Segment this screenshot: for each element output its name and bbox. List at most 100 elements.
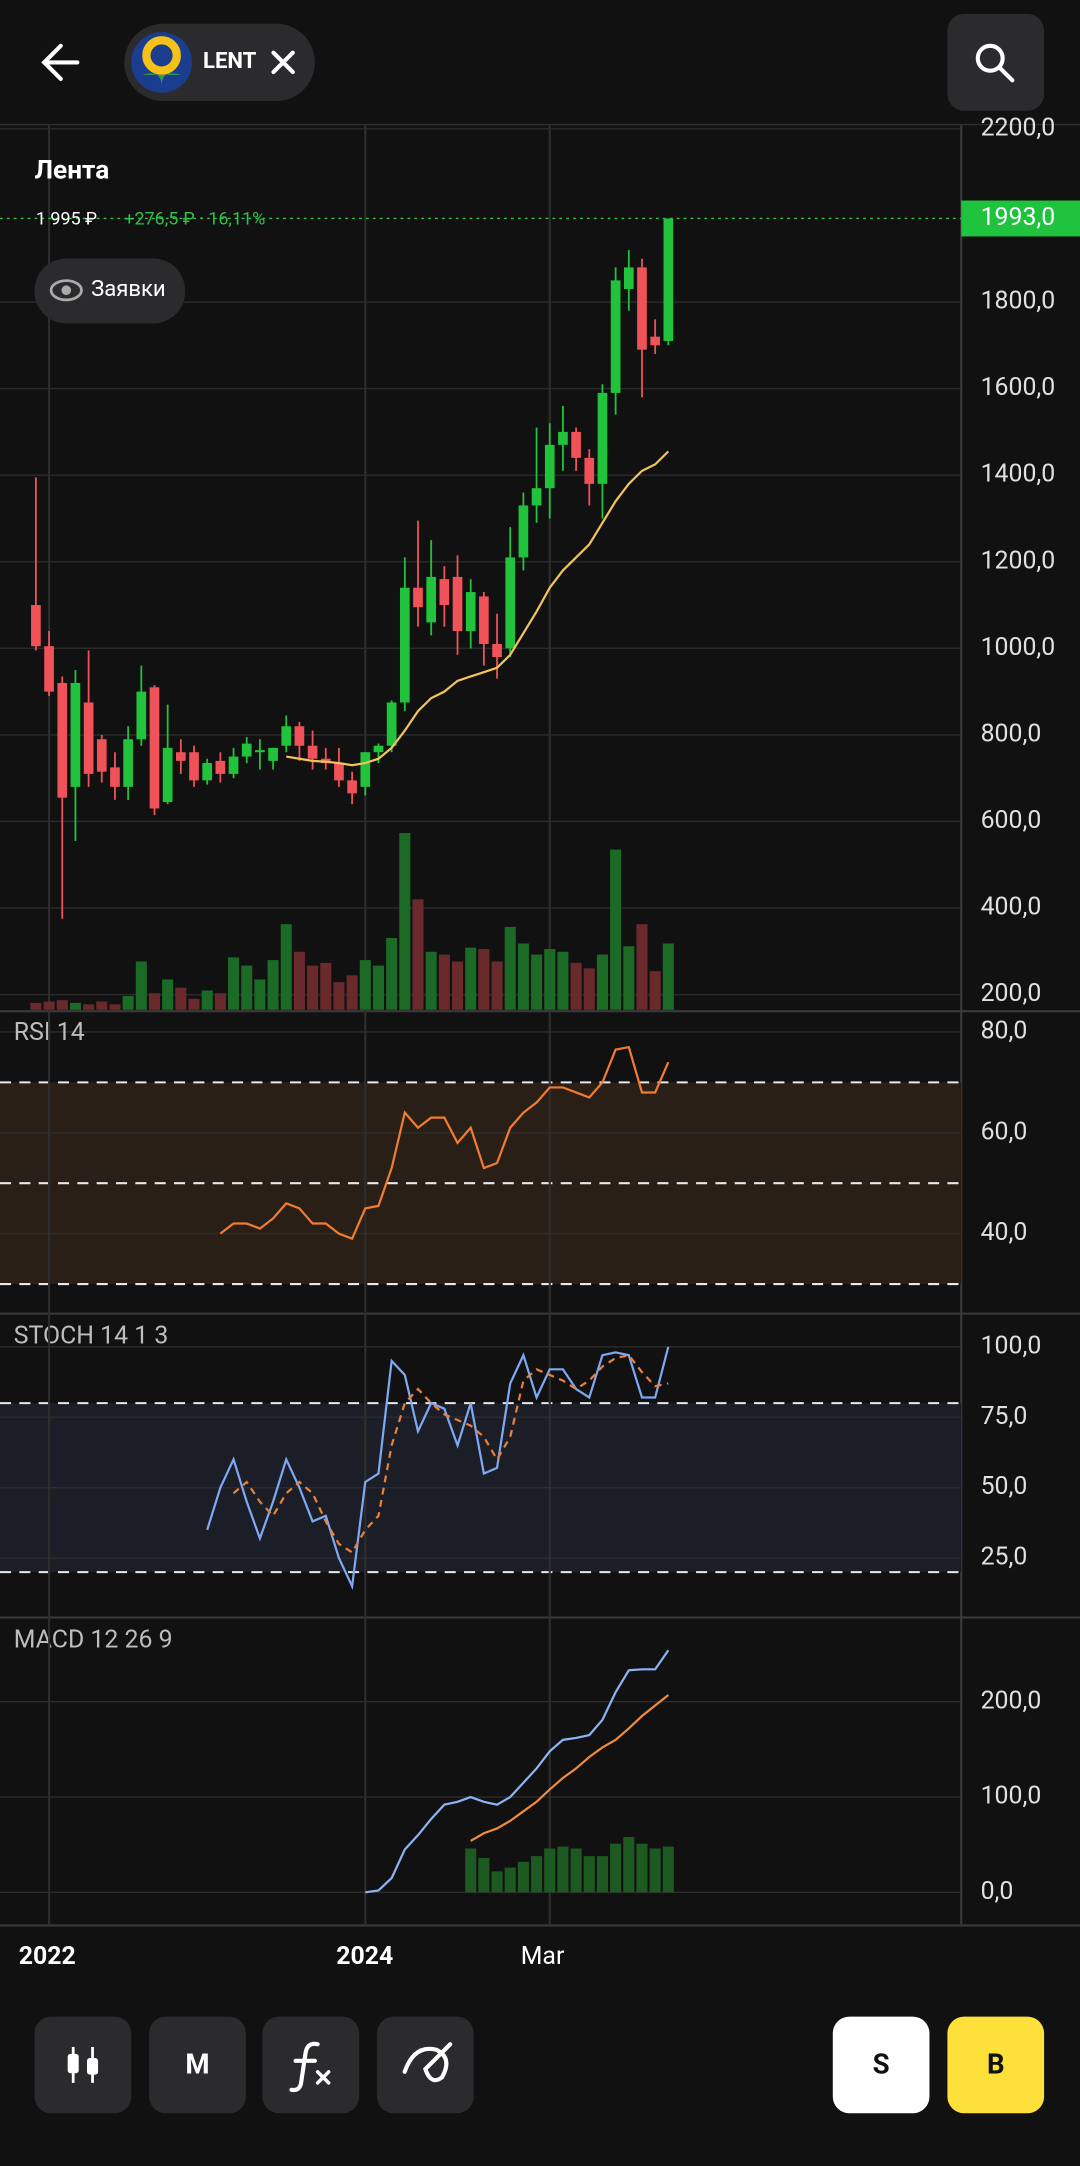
close-chip[interactable]	[271, 50, 295, 75]
y-tick-label: 1000,0	[981, 633, 1056, 662]
candle-body	[268, 747, 278, 761]
volume-bar	[491, 961, 503, 1010]
orders-label: Заявки	[91, 277, 166, 302]
candle-body	[123, 739, 133, 787]
moving-average	[286, 450, 670, 767]
volume-bar	[465, 947, 477, 1010]
volume-bar	[544, 949, 556, 1010]
volume-bar	[307, 965, 319, 1010]
volume-bar	[175, 987, 187, 1010]
search-icon	[975, 43, 1005, 73]
candles-icon-body	[87, 2058, 99, 2075]
sell-label: S	[873, 2048, 890, 2081]
search-button[interactable]	[947, 14, 1045, 111]
candle-body	[452, 576, 463, 632]
volume-bar	[662, 943, 674, 1010]
volume-bar	[109, 1004, 121, 1010]
y-tick-label: 600,0	[981, 806, 1042, 835]
y-tick-label: 200,0	[981, 1686, 1042, 1715]
candle-body	[663, 218, 674, 341]
indicator-line	[219, 1045, 670, 1241]
candle-body	[518, 505, 529, 558]
volume-bar	[43, 1001, 55, 1010]
quote-change: +276,5 ₽ · 16,11%	[124, 209, 265, 230]
indicators-button[interactable]	[262, 2016, 360, 2114]
indicator-line	[232, 1353, 669, 1554]
volume-bar	[293, 951, 305, 1010]
candle-body	[294, 726, 305, 746]
histogram-bar	[662, 1846, 674, 1893]
y-tick-label: 0,0	[981, 1877, 1014, 1906]
histogram-bar	[531, 1856, 543, 1893]
volume-bar	[320, 962, 332, 1010]
volume-bar	[425, 951, 437, 1010]
volume-bar	[333, 982, 345, 1010]
candle-body	[531, 488, 542, 506]
x-tick-label: Mar	[521, 1942, 565, 1971]
histogram-bar	[491, 1871, 503, 1893]
volume-bar	[83, 1004, 95, 1010]
y-tick-label: 1800,0	[981, 287, 1056, 316]
candle-body	[623, 267, 634, 290]
y-tick-label: 60,0	[981, 1117, 1028, 1146]
volume-bar	[135, 961, 147, 1010]
volume-bar	[399, 833, 411, 1010]
x-tick-label: 2024	[336, 1942, 393, 1971]
histogram-bar	[478, 1858, 490, 1893]
volume-bar	[412, 899, 424, 1010]
histogram-bar	[504, 1867, 516, 1893]
eye-icon	[49, 279, 83, 302]
histogram-bar	[517, 1861, 529, 1893]
histogram-bar	[570, 1848, 582, 1893]
back-button[interactable]	[41, 43, 80, 82]
logo-leaf	[142, 73, 181, 86]
candle-body	[307, 745, 318, 759]
volume-bar	[228, 957, 240, 1010]
y-tick-label: 100,0	[981, 1782, 1042, 1811]
histogram-bar	[623, 1837, 635, 1893]
volume-bar	[96, 1001, 108, 1010]
fx-icon	[289, 2041, 320, 2093]
candle-body	[162, 747, 173, 803]
sell-button[interactable]	[832, 2016, 930, 2114]
candle-body	[373, 745, 384, 753]
candle-body	[505, 557, 516, 649]
drawing-icon	[402, 2042, 453, 2083]
last-price-tag	[961, 200, 1080, 237]
chart-type-button[interactable]	[34, 2016, 132, 2114]
candle-body	[281, 726, 292, 746]
candle-body	[110, 767, 120, 787]
orders-button[interactable]	[34, 258, 186, 324]
volume-bar	[241, 965, 253, 1010]
volume-bar	[56, 1000, 68, 1010]
volume-bar	[623, 946, 635, 1010]
volume-bar	[148, 993, 161, 1010]
y-tick-label: 1600,0	[981, 373, 1056, 402]
candle-body	[650, 336, 660, 346]
last-price-label: 1993,0	[981, 203, 1056, 232]
candle-body	[571, 431, 581, 458]
volume-bar	[451, 961, 464, 1010]
candle-body	[492, 644, 502, 657]
volume-bar	[438, 954, 450, 1010]
candle-body	[149, 687, 160, 809]
drawing-button[interactable]	[377, 2016, 474, 2114]
candle-body	[439, 579, 450, 606]
candle-body	[597, 392, 608, 484]
candle-body	[31, 605, 41, 647]
y-tick-label: 2200,0	[981, 113, 1056, 142]
candle-body	[70, 682, 81, 787]
volume-bar	[478, 949, 490, 1010]
volume-bar	[583, 968, 595, 1010]
candle-body	[347, 780, 357, 794]
x-tick-label: 2022	[19, 1942, 76, 1971]
interval-button[interactable]	[149, 2016, 246, 2114]
candle-body	[558, 431, 568, 445]
candle-body	[637, 267, 647, 350]
candle-body	[426, 576, 437, 623]
y-tick-label: 25,0	[981, 1543, 1028, 1572]
indicator-line	[365, 1649, 670, 1894]
buy-button[interactable]	[947, 2016, 1045, 2114]
